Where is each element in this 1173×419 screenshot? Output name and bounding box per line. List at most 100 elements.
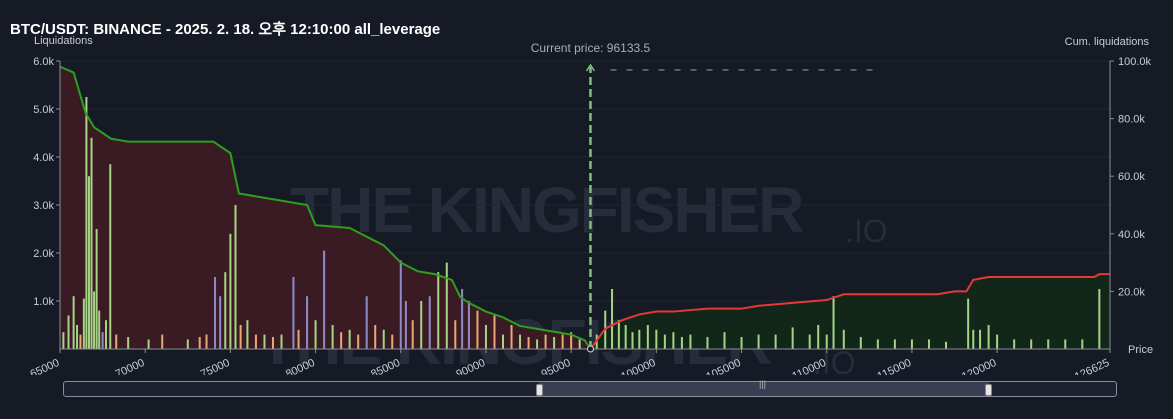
liquidation-bar (115, 334, 118, 349)
liquidation-bar (93, 291, 96, 349)
liquidation-bar (374, 325, 377, 349)
range-scrollbar[interactable]: ||| (63, 379, 1117, 397)
liquidation-bar (927, 339, 930, 349)
x-tick-label: 65000 (28, 357, 61, 375)
liquidation-bar (1030, 339, 1033, 349)
liquidation-chart[interactable]: THE KINGFISHER .IO THE KINGFISHER .IO 6.… (0, 0, 1173, 375)
liquidation-bar (271, 337, 274, 349)
liquidation-bar (561, 334, 564, 349)
liquidation-bar (98, 310, 101, 349)
liquidation-bar (1013, 339, 1016, 349)
liquidation-bar (996, 334, 999, 349)
liquidation-bar (161, 334, 164, 349)
liquidation-bar (411, 320, 414, 349)
liquidation-bar (263, 334, 266, 349)
x-tick-label: 126625 (1073, 357, 1111, 375)
liquidation-bar (297, 329, 300, 349)
liquidation-bar (825, 334, 828, 349)
liquidation-bar (72, 296, 75, 349)
liquidation-bar (79, 334, 82, 349)
liquidation-bar (246, 320, 249, 349)
liquidation-bar (437, 272, 440, 349)
watermark-suffix-2: .IO (813, 345, 856, 375)
liquidation-bar (672, 332, 675, 349)
liquidation-bar (109, 164, 112, 349)
drag-grip-icon[interactable]: ||| (759, 379, 767, 389)
liquidation-bar (1047, 339, 1050, 349)
liquidation-bar (859, 337, 862, 349)
liquidation-bar (224, 272, 227, 349)
liquidation-bar (631, 332, 634, 349)
liquidation-bar (624, 325, 627, 349)
liquidation-bar (399, 260, 402, 349)
liquidation-bar (578, 339, 581, 349)
liquidation-bar (306, 296, 309, 349)
x-tick-label: 70000 (114, 357, 147, 375)
liquidation-bar (420, 301, 423, 349)
liquidation-bar (62, 332, 65, 349)
liquidation-bar (476, 310, 479, 349)
y-left-tick-label: 6.0k (33, 56, 54, 68)
liquidation-bar (127, 337, 130, 349)
chart-title: BTC/USDT: BINANCE - 2025. 2. 18. 오후 12:1… (10, 21, 441, 38)
liquidation-bar (510, 325, 513, 349)
liquidation-bar (987, 325, 990, 349)
liquidation-bar (945, 341, 948, 349)
range-left-handle[interactable] (536, 384, 543, 396)
range-selection[interactable]: ||| (539, 379, 989, 396)
y-left-tick-label: 5.0k (33, 104, 54, 116)
y-right-tick-label: 80.0k (1118, 114, 1145, 126)
liquidation-bar (219, 296, 222, 349)
liquidation-bar (967, 298, 970, 349)
liquidation-bar (404, 301, 407, 349)
liquidation-bar (292, 277, 295, 349)
liquidation-bar (740, 337, 743, 349)
liquidation-bar (186, 339, 189, 349)
liquidation-bar (817, 325, 820, 349)
liquidation-bar (791, 327, 794, 349)
x-tick-label: 75000 (199, 357, 232, 375)
right-axis-label: Cum. liquidations (1064, 36, 1149, 48)
current-price-marker: Current price: 96133.5 (531, 41, 880, 353)
liquidation-bar (757, 334, 760, 349)
liquidation-bar (617, 320, 620, 349)
y-right-tick-label: 60.0k (1118, 171, 1145, 183)
liquidation-bar (544, 334, 547, 349)
liquidation-bar (979, 329, 982, 349)
liquidation-bar (101, 332, 104, 349)
range-right-handle[interactable] (985, 384, 992, 396)
liquidation-bar (655, 329, 658, 349)
liquidation-bar (876, 339, 879, 349)
liquidation-bar (638, 329, 641, 349)
liquidation-bar (90, 137, 93, 349)
left-axis-label: Liquidations (34, 35, 93, 47)
long-cum-line (589, 273, 1110, 350)
liquidation-bar (519, 334, 522, 349)
liquidation-bar (536, 339, 539, 349)
liquidation-bar (82, 298, 85, 349)
current-price-label: Current price: 96133.5 (531, 41, 651, 55)
liquidation-bar (214, 277, 217, 349)
short-cum-area (60, 66, 591, 349)
liquidation-bar (842, 329, 845, 349)
liquidation-bar (365, 296, 368, 349)
current-price-arrow (585, 63, 596, 72)
liquidation-bar (570, 332, 573, 349)
y-right-tick-label: 40.0k (1118, 229, 1145, 241)
liquidation-bar (454, 320, 457, 349)
liquidation-bar (87, 176, 90, 349)
x-axis-label: Price (1128, 344, 1154, 356)
liquidation-bar (382, 329, 385, 349)
liquidation-bar (484, 325, 487, 349)
liquidation-bar (553, 337, 556, 349)
x-tick-label: 115000 (876, 357, 914, 375)
liquidation-bar (67, 315, 70, 349)
liquidation-bar (680, 337, 683, 349)
liquidation-bar (646, 325, 649, 349)
y-right-tick-label: 100.0k (1118, 56, 1152, 68)
liquidation-bar (239, 325, 242, 349)
liquidation-bar (808, 334, 811, 349)
liquidation-bar (205, 334, 208, 349)
liquidation-bar (234, 205, 237, 349)
liquidation-bar (76, 325, 79, 349)
